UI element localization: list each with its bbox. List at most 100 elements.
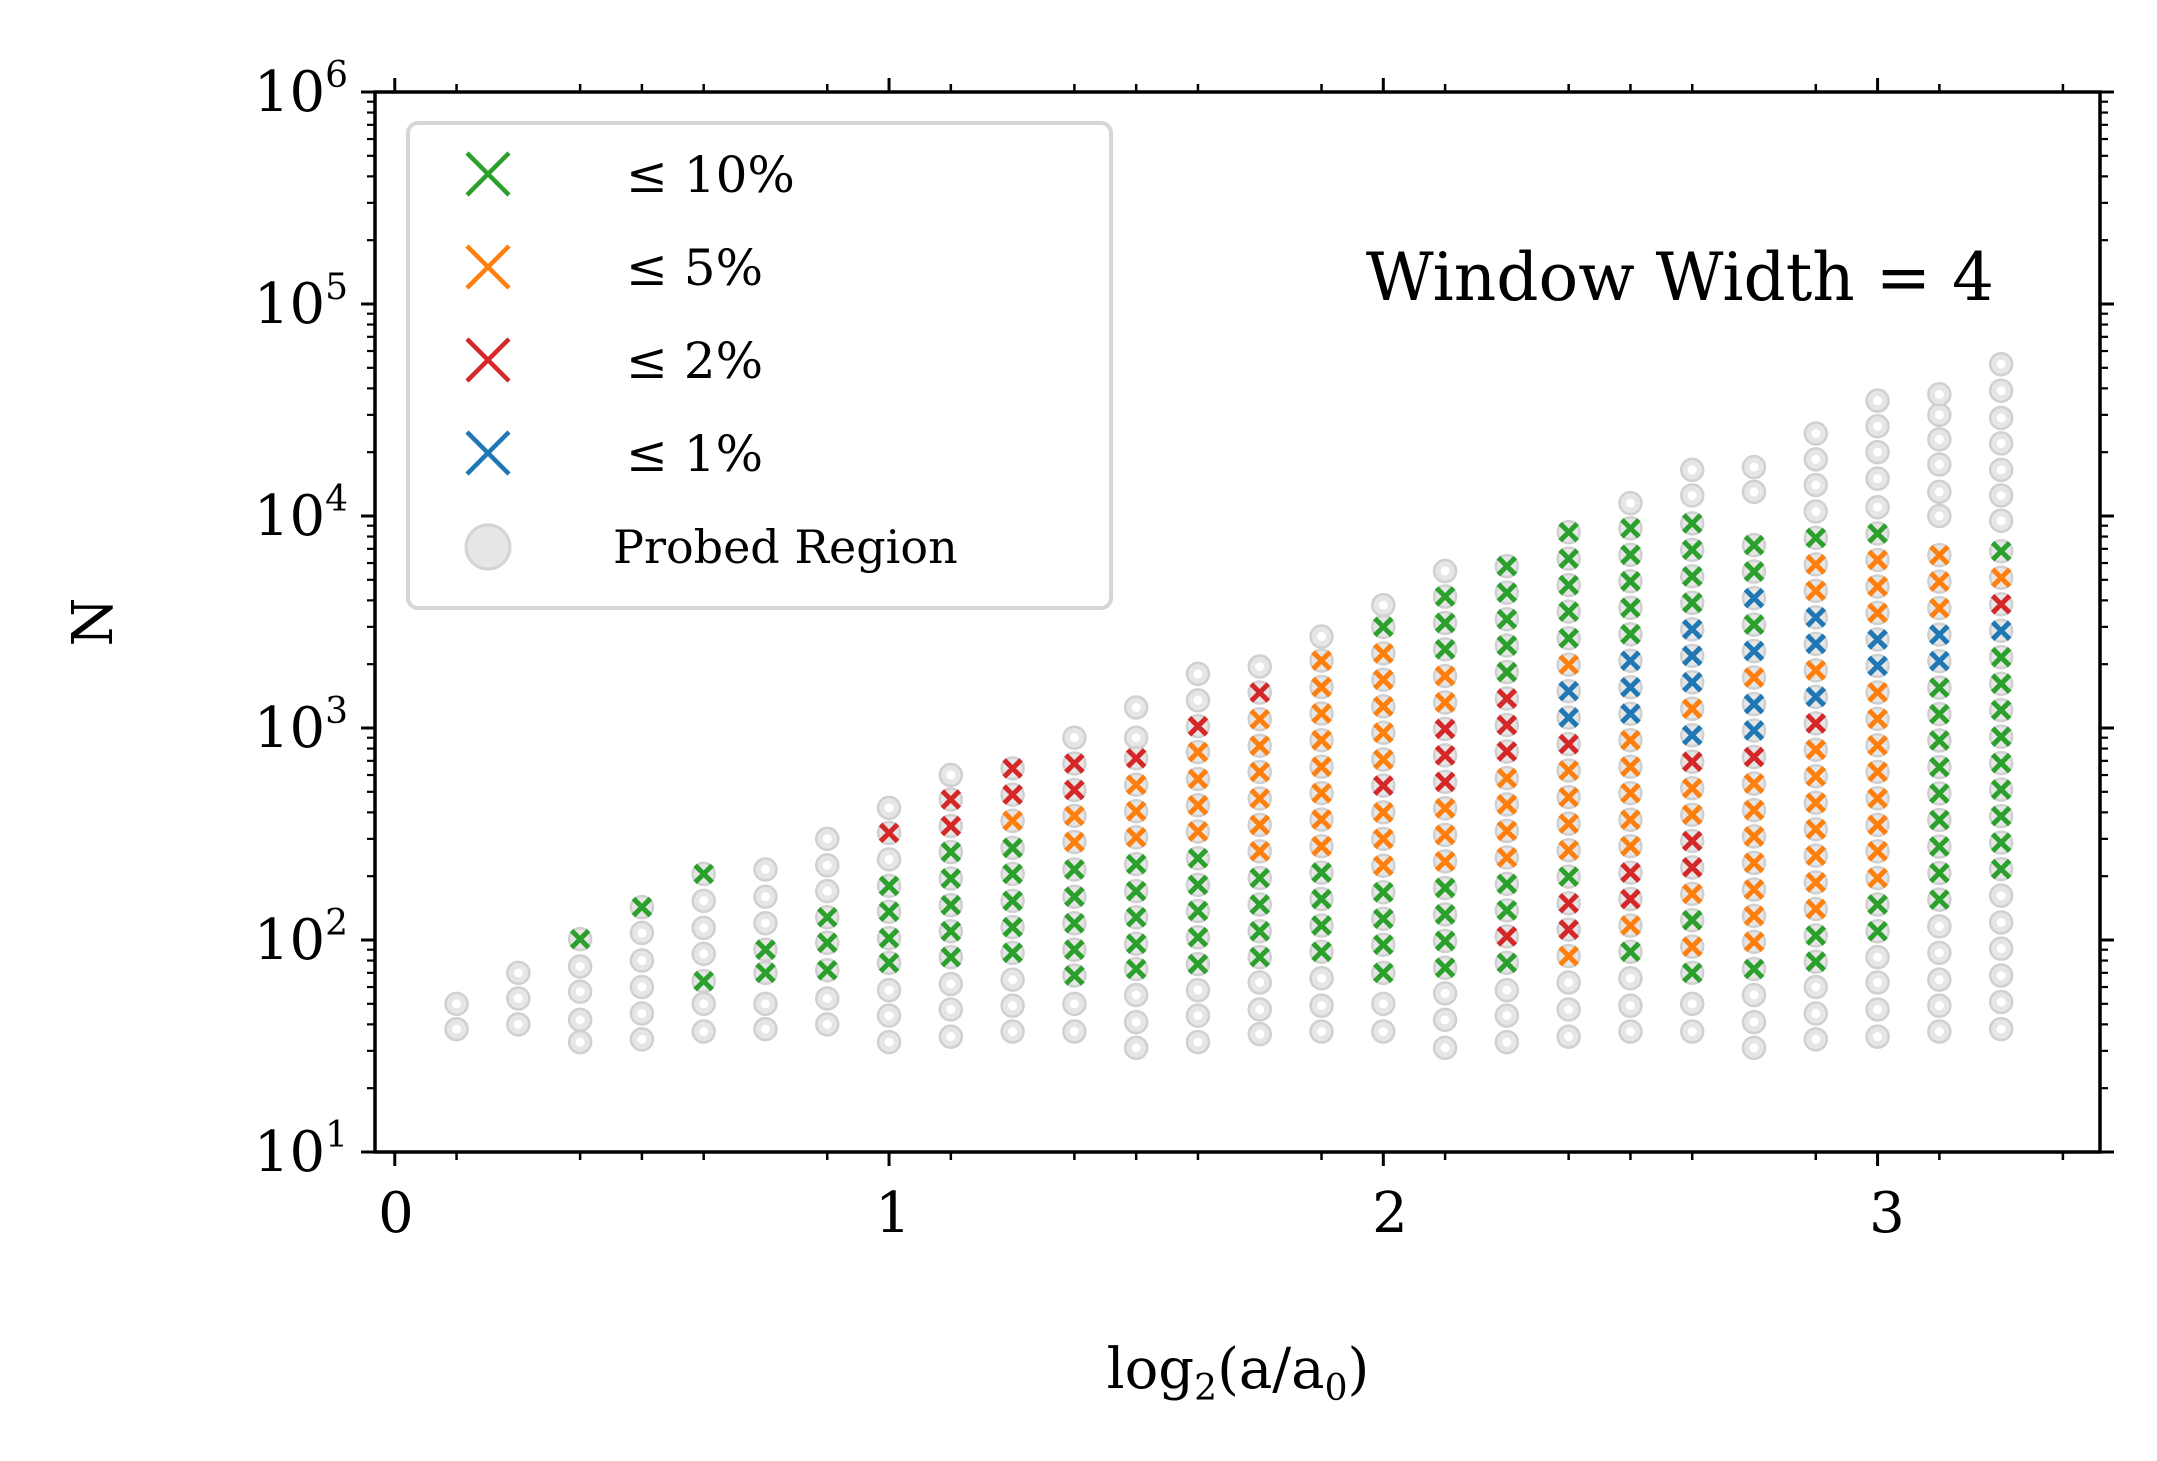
- probe-point-center: [1811, 507, 1821, 517]
- error-marker-stroke: [1496, 635, 1518, 656]
- error-marker-10pct: [1064, 886, 1085, 907]
- error-marker-10pct: [1496, 635, 1518, 656]
- error-marker-stroke: [1743, 905, 1765, 927]
- error-marker-5pct: [1373, 749, 1394, 770]
- error-marker-5pct: [1311, 835, 1332, 857]
- probe-point-center: [822, 1019, 832, 1029]
- error-marker-10pct: [1681, 566, 1703, 587]
- error-marker-10pct: [1743, 958, 1765, 980]
- error-marker-stroke: [1434, 665, 1456, 687]
- error-marker-1pct: [1743, 587, 1765, 609]
- error-marker-10pct: [1990, 540, 2012, 562]
- error-marker-stroke: [1743, 587, 1765, 609]
- probe-point-center: [1625, 1027, 1635, 1037]
- error-marker-10pct: [1496, 582, 1518, 603]
- error-marker-10pct: [1743, 534, 1765, 556]
- error-marker-1pct: [1929, 650, 1950, 672]
- error-marker-5pct: [1620, 809, 1641, 831]
- legend-entry-10pct: ≤ 10%: [465, 146, 795, 204]
- error-marker-stroke: [1064, 912, 1085, 934]
- error-marker-stroke: [1929, 862, 1950, 884]
- error-marker-stroke: [1867, 920, 1888, 942]
- error-marker-10pct: [1558, 548, 1579, 569]
- error-marker-10pct: [1311, 915, 1332, 936]
- error-marker-5pct: [1125, 827, 1147, 848]
- error-marker-5pct: [1743, 799, 1765, 821]
- error-marker-5pct: [1187, 821, 1209, 842]
- error-marker-stroke: [1496, 847, 1518, 868]
- probe-point-center: [1317, 1027, 1327, 1037]
- error-marker-stroke: [1249, 814, 1271, 836]
- error-marker-10pct: [1990, 699, 2012, 721]
- error-marker-stroke: [1373, 696, 1394, 717]
- probe-point-center: [1131, 702, 1141, 712]
- error-marker-1pct: [1558, 680, 1579, 702]
- error-marker-2pct: [1620, 888, 1641, 910]
- error-marker-2pct: [1002, 784, 1023, 805]
- error-marker-5pct: [1681, 936, 1703, 957]
- error-marker-1pct: [1681, 619, 1703, 640]
- legend-marker-probed: [464, 523, 512, 571]
- error-marker-stroke: [1311, 782, 1332, 804]
- error-marker-stroke: [1373, 855, 1394, 877]
- error-marker-stroke: [1929, 783, 1950, 804]
- error-marker-5pct: [1249, 735, 1271, 756]
- probe-point-center: [513, 968, 523, 978]
- error-marker-5pct: [1434, 851, 1456, 872]
- y-tick-label-5: 105: [254, 267, 348, 337]
- probe-point-center: [1625, 1001, 1635, 1011]
- error-marker-5pct: [1558, 654, 1579, 675]
- probe-point-center: [1131, 1043, 1141, 1053]
- probe-point-center: [822, 886, 832, 896]
- error-marker-5pct: [1990, 567, 2012, 588]
- probe-point-center: [1687, 465, 1697, 475]
- legend-marker-5pct: [465, 244, 511, 290]
- error-marker-10pct: [1496, 952, 1518, 974]
- error-marker-stroke: [1990, 540, 2012, 562]
- error-marker-stroke: [940, 946, 962, 968]
- probe-point-center: [1069, 1027, 1079, 1037]
- error-marker-stroke: [1805, 792, 1827, 814]
- error-marker-stroke: [1496, 608, 1518, 630]
- error-marker-stroke: [1620, 597, 1641, 619]
- error-marker-stroke: [1743, 746, 1765, 768]
- error-marker-stroke: [1558, 548, 1579, 569]
- error-marker-1pct: [1990, 620, 2012, 641]
- error-marker-stroke: [1620, 888, 1641, 910]
- probe-point-center: [1440, 566, 1450, 576]
- error-marker-10pct: [816, 907, 838, 928]
- error-marker-stroke: [1681, 962, 1703, 984]
- error-marker-stroke: [1187, 927, 1209, 948]
- error-marker-stroke: [1681, 857, 1703, 878]
- error-marker-5pct: [1867, 682, 1888, 703]
- error-marker-10pct: [1249, 894, 1271, 915]
- error-marker-10pct: [1620, 518, 1641, 539]
- error-marker-stroke: [1002, 837, 1023, 859]
- error-marker-1pct: [1620, 650, 1641, 672]
- error-marker-5pct: [1311, 676, 1332, 698]
- error-marker-5pct: [1681, 804, 1703, 825]
- error-marker-10pct: [1681, 539, 1703, 561]
- error-marker-stroke: [1249, 867, 1271, 889]
- error-marker-5pct: [1434, 665, 1456, 687]
- error-marker-stroke: [1125, 907, 1147, 928]
- probe-point-center: [1934, 1027, 1944, 1037]
- probe-point-center: [760, 999, 770, 1009]
- error-marker-stroke: [1867, 523, 1888, 544]
- error-marker-stroke: [1681, 725, 1703, 746]
- error-marker-stroke: [1929, 730, 1950, 751]
- error-marker-10pct: [1125, 933, 1147, 955]
- error-marker-stroke: [1125, 800, 1147, 822]
- error-marker-stroke: [1620, 941, 1641, 963]
- error-marker-stroke: [1311, 809, 1332, 830]
- error-marker-stroke: [1434, 904, 1456, 925]
- error-marker-stroke: [1311, 941, 1332, 963]
- error-marker-stroke: [1496, 873, 1518, 895]
- probe-point-center: [946, 979, 956, 989]
- error-marker-10pct: [1249, 920, 1271, 942]
- error-marker-10pct: [1620, 571, 1641, 592]
- error-marker-10pct: [1434, 957, 1456, 978]
- probe-point-center: [1378, 600, 1388, 610]
- error-marker-5pct: [1125, 800, 1147, 822]
- error-marker-stroke: [1805, 818, 1827, 840]
